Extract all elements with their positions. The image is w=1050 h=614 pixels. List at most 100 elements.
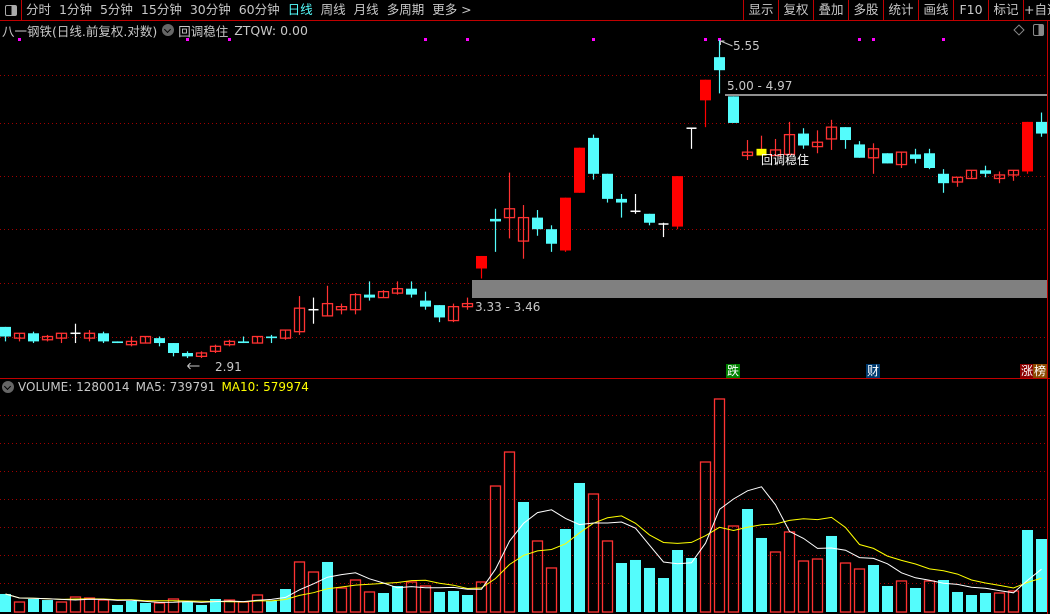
candle-body [447,306,460,322]
candle-body [223,340,236,346]
tab-period-2[interactable]: 5分钟 [99,2,133,17]
volume-bar [938,580,949,612]
volume-bar [699,461,712,613]
candle-body [266,336,277,339]
tab-period-9[interactable]: 多周期 [386,2,425,17]
tab-period-10[interactable]: 更多 > [432,2,472,17]
indicator-value: ZTQW: 0.00 [234,22,308,38]
volume-bar [307,571,320,613]
volume-bar [69,596,82,613]
candle-body [811,141,824,148]
volume-bar [644,567,655,612]
badge-fall[interactable]: 跌 [726,364,741,378]
tab-period-6[interactable]: 日线 [287,2,313,17]
volume-bar [672,550,683,612]
tab-period-4[interactable]: 30分钟 [189,2,231,17]
volume-bar [574,482,585,612]
volume-bar [839,562,852,613]
volume-bar [419,585,432,613]
tool-button-8[interactable]: +自选 [1023,0,1050,20]
volume-bar [503,451,516,613]
candle-body [41,335,54,341]
volume-bar [223,599,236,613]
candle-body [602,173,613,199]
candle-body [840,127,851,141]
tab-period-0[interactable]: 分时 [26,2,52,17]
tool-button-2[interactable]: 叠加 [813,0,848,20]
indicator-name[interactable]: 回调稳住 [178,23,229,39]
candle-body [139,335,152,344]
tool-button-7[interactable]: 标记 [988,0,1023,20]
tab-period-1[interactable]: 1分钟 [59,2,92,17]
volume-bar [126,600,137,612]
candle-body [616,198,627,203]
volume-bar [237,601,250,613]
badge-finance[interactable]: 财 [866,364,881,378]
volume-bar [560,529,571,612]
candle-body [1007,169,1020,176]
volume-bar [658,578,669,612]
candle-body [28,333,39,342]
volume-bar [545,567,558,613]
signal-marker [424,38,427,41]
chart-header: 八一钢铁(日线.前复权.对数) 回调稳住 ZTQW: 0.00 [2,22,308,39]
volume-bar [531,540,544,613]
candle-body [349,293,362,311]
candle-body [867,148,880,159]
candle-body [238,341,249,344]
tab-period-3[interactable]: 15分钟 [140,2,182,17]
signal-marker [592,38,595,41]
candle-body [700,79,711,101]
volume-bar [756,537,767,612]
candle-body [0,326,11,337]
chevron-down-icon[interactable] [2,381,14,393]
candle-body [293,307,306,333]
candle-body [728,96,739,123]
tool-button-3[interactable]: 多股 [848,0,883,20]
candle-body [588,137,599,174]
volume-bar [797,560,810,613]
volume-bar [993,592,1006,613]
low-arrow-icon [187,362,200,370]
badge-limit-up[interactable]: 涨 [1020,364,1035,378]
badge-ranking[interactable]: 榜 [1033,364,1048,378]
candle-body [476,255,487,269]
candle-body [783,133,796,156]
tab-period-5[interactable]: 60分钟 [238,2,280,17]
signal-marker [18,38,21,41]
gap-lower-label: 3.33 - 3.46 [475,300,541,314]
signal-label: 回调稳住 [761,153,810,167]
tab-period-8[interactable]: 月线 [353,2,379,17]
period-tabs: 分时 1分钟 5分钟 15分钟 30分钟 60分钟 日线 周线 月线 多周期 更多 > [22,0,476,20]
candle-body [854,144,865,158]
tab-period-7[interactable]: 周线 [320,2,346,17]
candle-body [391,288,404,294]
tool-button-6[interactable]: F10 [953,0,988,20]
high-arrow-icon [720,40,733,47]
tool-button-0[interactable]: 显示 [743,0,778,20]
ma5-value: MA5: 739791 [135,380,216,394]
candle-body [532,217,543,230]
candle-body [993,174,1006,180]
tool-button-1[interactable]: 复权 [778,0,813,20]
chevron-down-icon[interactable] [162,24,175,36]
tool-button-4[interactable]: 统计 [883,0,918,20]
candle-body [924,153,935,168]
candle-body [83,332,96,339]
candle-body [490,218,501,222]
candle-body [251,335,264,344]
volume-bar [293,561,306,613]
panel-toggle-icon[interactable] [1033,24,1044,36]
volume-bar [462,595,473,612]
candle-body [168,343,179,353]
candle-body [209,345,222,352]
tool-button-5[interactable]: 画线 [918,0,953,20]
candle-body [98,333,109,342]
panel-toggle-icon[interactable] [0,0,22,20]
candle-body [321,302,334,317]
candle-body [420,300,431,307]
candle-body [882,153,893,164]
volume-bar [13,601,26,613]
